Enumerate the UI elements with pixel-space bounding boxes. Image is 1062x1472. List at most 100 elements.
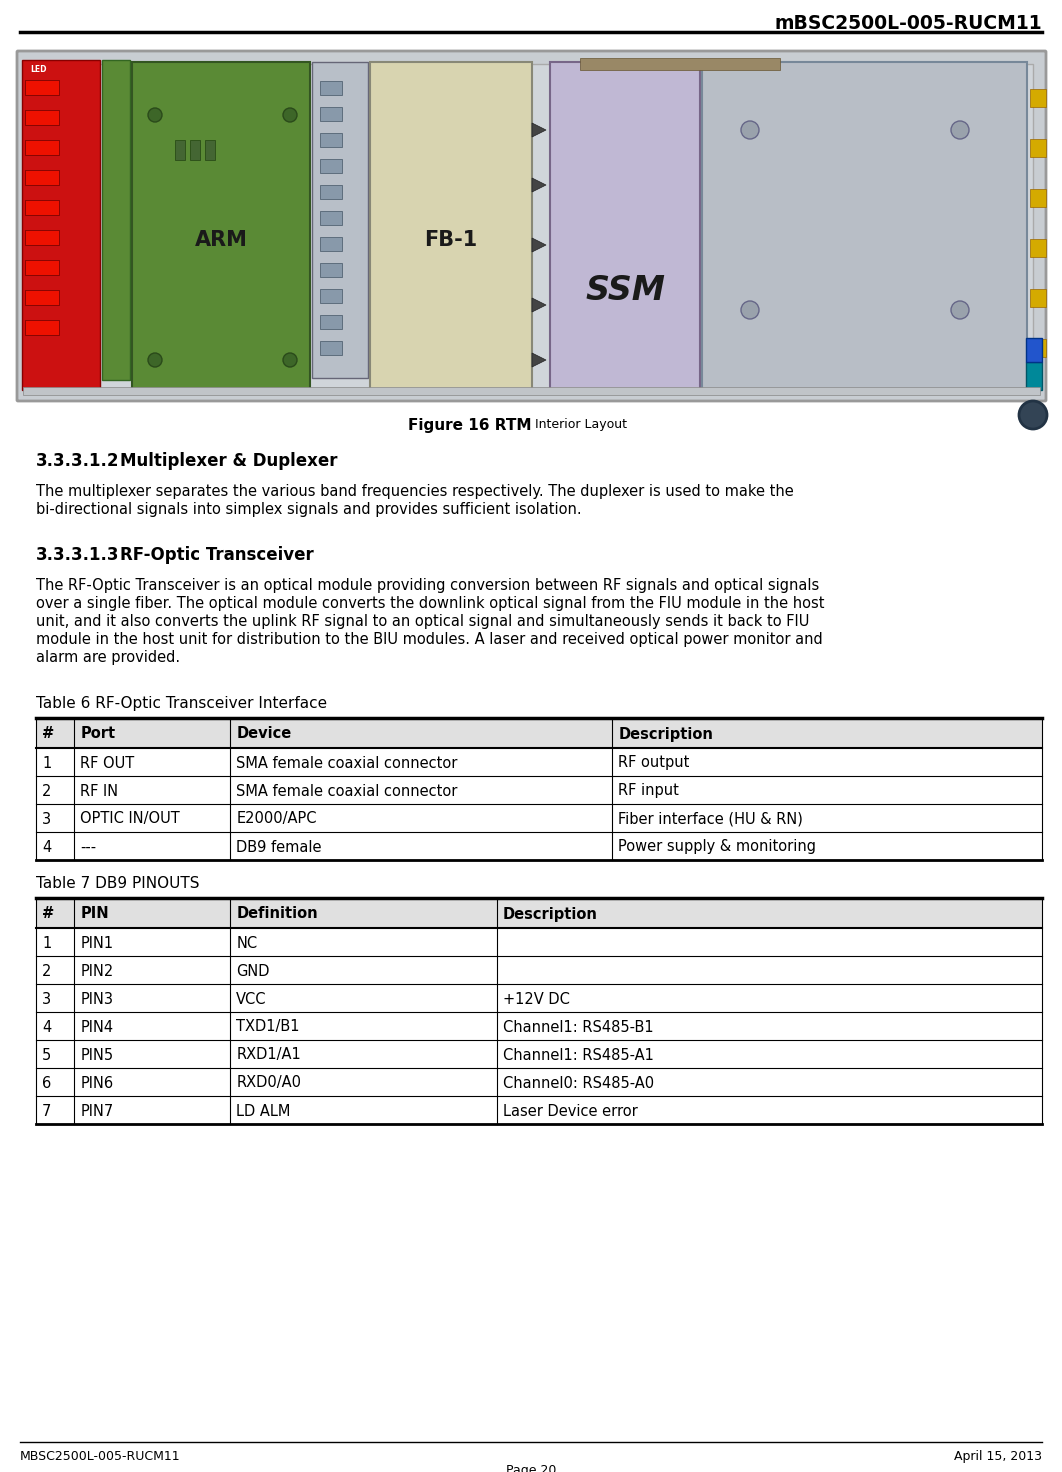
Bar [1030, 188, 1046, 208]
Text: 3.3.3.1.3: 3.3.3.1.3 [36, 546, 120, 564]
Text: #: # [42, 907, 54, 921]
Polygon shape [532, 297, 546, 312]
Text: TXD1/B1: TXD1/B1 [236, 1020, 299, 1035]
Text: Interior Layout: Interior Layout [531, 418, 627, 431]
Text: RF IN: RF IN [81, 783, 118, 798]
Text: PIN: PIN [81, 907, 108, 921]
Text: April 15, 2013: April 15, 2013 [954, 1450, 1042, 1463]
Bar [25, 319, 59, 336]
Bar [36, 718, 1042, 748]
Text: FB-1: FB-1 [425, 230, 478, 250]
Bar [320, 159, 342, 174]
Text: Definition: Definition [236, 907, 318, 921]
Circle shape [282, 107, 297, 122]
Text: 3.3.3.1.2: 3.3.3.1.2 [36, 452, 120, 470]
Text: PIN2: PIN2 [81, 964, 114, 979]
Text: ARM: ARM [194, 230, 247, 250]
Text: RF input: RF input [618, 783, 680, 798]
Bar [205, 140, 215, 160]
Bar [36, 898, 1042, 927]
Bar [1030, 289, 1046, 308]
Text: Page 20: Page 20 [506, 1465, 556, 1472]
Text: 7: 7 [42, 1104, 51, 1119]
Text: 1: 1 [42, 936, 51, 951]
Bar [22, 60, 100, 390]
Text: OPTIC IN/OUT: OPTIC IN/OUT [81, 811, 179, 826]
Text: Description: Description [618, 727, 714, 742]
Text: SMA female coaxial connector: SMA female coaxial connector [236, 783, 458, 798]
Bar [25, 230, 59, 244]
Text: PIN3: PIN3 [81, 992, 114, 1007]
Text: DB9 female: DB9 female [236, 839, 322, 855]
Bar [36, 776, 1042, 804]
Polygon shape [532, 178, 546, 191]
Bar [320, 315, 342, 330]
Polygon shape [532, 238, 546, 252]
Bar [25, 169, 59, 185]
Text: module in the host unit for distribution to the BIU modules. A laser and receive: module in the host unit for distribution… [36, 631, 823, 648]
Bar [320, 107, 342, 121]
Bar [320, 81, 342, 96]
Text: LED: LED [30, 65, 47, 74]
Bar [36, 832, 1042, 860]
Polygon shape [532, 353, 546, 367]
Bar [25, 79, 59, 96]
Text: The RF-Optic Transceiver is an optical module providing conversion between RF si: The RF-Optic Transceiver is an optical m… [36, 578, 819, 593]
Text: 2: 2 [42, 964, 51, 979]
Bar [320, 132, 342, 147]
Text: RXD0/A0: RXD0/A0 [236, 1076, 302, 1091]
Bar [36, 1069, 1042, 1097]
Text: Fiber interface (HU & RN): Fiber interface (HU & RN) [618, 811, 803, 826]
Bar [102, 60, 130, 380]
Bar [312, 62, 369, 378]
Text: MBSC2500L-005-RUCM11: MBSC2500L-005-RUCM11 [20, 1450, 181, 1463]
Bar [320, 185, 342, 199]
Bar [25, 200, 59, 215]
Text: Power supply & monitoring: Power supply & monitoring [618, 839, 817, 855]
Text: Channel1: RS485-B1: Channel1: RS485-B1 [502, 1020, 653, 1035]
Text: 5: 5 [42, 1048, 51, 1063]
Text: NC: NC [236, 936, 257, 951]
Bar [175, 140, 185, 160]
Text: Figure 16 RTM: Figure 16 RTM [408, 418, 531, 433]
Bar [320, 263, 342, 277]
Text: RXD1/A1: RXD1/A1 [236, 1048, 301, 1063]
Circle shape [950, 121, 969, 138]
Text: Table 6 RF-Optic Transceiver Interface: Table 6 RF-Optic Transceiver Interface [36, 696, 327, 711]
Text: Multiplexer & Duplexer: Multiplexer & Duplexer [120, 452, 338, 470]
Text: ---: --- [81, 839, 97, 855]
Bar [25, 110, 59, 125]
Text: LD ALM: LD ALM [236, 1104, 291, 1119]
Bar [550, 62, 700, 390]
Circle shape [741, 121, 759, 138]
Text: alarm are provided.: alarm are provided. [36, 651, 181, 665]
Text: RF OUT: RF OUT [81, 755, 135, 770]
Bar [36, 748, 1042, 776]
Bar [370, 62, 532, 390]
Bar [36, 983, 1042, 1013]
Text: Device: Device [236, 727, 291, 742]
Text: #: # [42, 727, 54, 742]
Text: mBSC2500L-005-RUCM11: mBSC2500L-005-RUCM11 [774, 15, 1042, 32]
Text: 3: 3 [42, 992, 51, 1007]
Text: RF output: RF output [618, 755, 690, 770]
Text: 6: 6 [42, 1076, 51, 1091]
Circle shape [741, 300, 759, 319]
Bar [1030, 339, 1046, 358]
FancyBboxPatch shape [17, 52, 1046, 400]
Bar [320, 342, 342, 355]
Text: +12V DC: +12V DC [502, 992, 569, 1007]
Text: 4: 4 [42, 839, 51, 855]
Bar [36, 955, 1042, 983]
Text: Laser Device error: Laser Device error [502, 1104, 637, 1119]
Bar [320, 237, 342, 252]
Text: The multiplexer separates the various band frequencies respectively. The duplexe: The multiplexer separates the various ba… [36, 484, 793, 499]
Bar [36, 1097, 1042, 1125]
Bar [36, 1041, 1042, 1069]
Bar [25, 290, 59, 305]
Bar [25, 140, 59, 155]
Text: PIN7: PIN7 [81, 1104, 114, 1119]
Text: Table 7 DB9 PINOUTS: Table 7 DB9 PINOUTS [36, 876, 200, 891]
Text: SSM: SSM [585, 274, 665, 306]
Bar [23, 387, 1040, 394]
